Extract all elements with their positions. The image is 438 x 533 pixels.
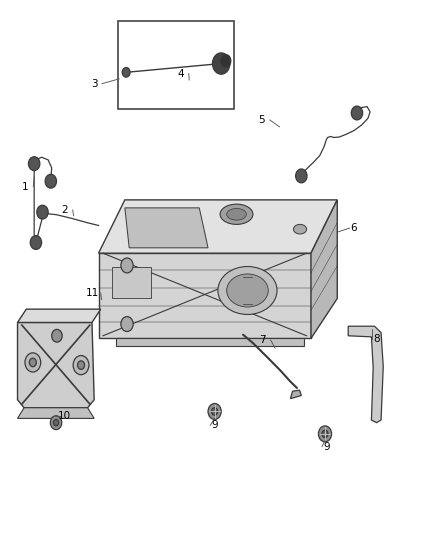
Text: 4: 4	[177, 69, 184, 78]
Polygon shape	[125, 208, 208, 248]
Polygon shape	[290, 390, 301, 399]
Text: 10: 10	[58, 411, 71, 421]
Ellipse shape	[220, 204, 253, 224]
Circle shape	[37, 205, 48, 219]
Circle shape	[212, 408, 218, 415]
Polygon shape	[311, 200, 337, 338]
Polygon shape	[18, 309, 101, 322]
Circle shape	[296, 169, 307, 183]
Circle shape	[73, 356, 89, 375]
Ellipse shape	[293, 224, 307, 234]
Circle shape	[29, 358, 36, 367]
Text: 6: 6	[350, 223, 357, 233]
Text: 7: 7	[259, 335, 266, 345]
Text: 8: 8	[373, 334, 380, 344]
Text: 2: 2	[61, 205, 68, 215]
Circle shape	[122, 68, 130, 77]
Circle shape	[322, 430, 328, 438]
Polygon shape	[99, 253, 311, 338]
Polygon shape	[18, 408, 94, 418]
Polygon shape	[116, 338, 304, 346]
Circle shape	[50, 416, 62, 430]
Circle shape	[318, 426, 332, 442]
Text: 9: 9	[323, 442, 330, 451]
Polygon shape	[348, 326, 383, 423]
Polygon shape	[112, 266, 151, 298]
Circle shape	[28, 157, 40, 171]
Circle shape	[208, 403, 221, 419]
Ellipse shape	[218, 266, 277, 314]
Bar	[118, 21, 234, 109]
Ellipse shape	[227, 208, 246, 220]
Text: 3: 3	[91, 79, 98, 88]
Circle shape	[30, 236, 42, 249]
Circle shape	[351, 106, 363, 120]
Circle shape	[53, 419, 59, 426]
Text: 5: 5	[258, 115, 265, 125]
Circle shape	[25, 353, 41, 372]
Circle shape	[52, 329, 62, 342]
Circle shape	[45, 174, 57, 188]
Text: 1: 1	[22, 182, 29, 191]
Ellipse shape	[226, 274, 268, 307]
Circle shape	[78, 361, 85, 369]
Circle shape	[121, 258, 133, 273]
Circle shape	[121, 317, 133, 332]
Circle shape	[212, 53, 230, 74]
Polygon shape	[99, 200, 337, 253]
Circle shape	[220, 54, 231, 67]
Text: 9: 9	[211, 421, 218, 430]
Polygon shape	[18, 322, 94, 408]
Text: 11: 11	[86, 288, 99, 298]
